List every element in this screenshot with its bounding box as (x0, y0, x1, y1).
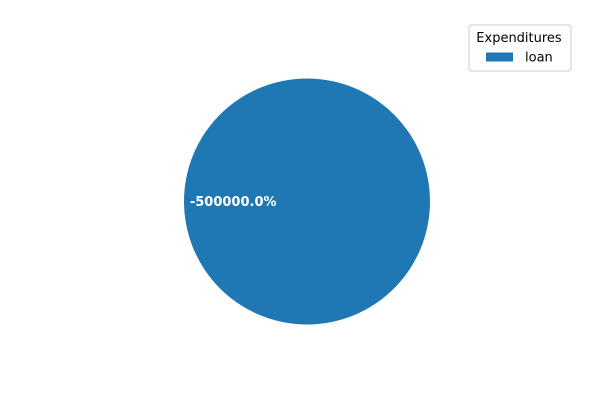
pie-slice-loan (184, 78, 430, 325)
legend-title: Expenditures (476, 31, 562, 46)
legend-label-loan: loan (525, 51, 553, 66)
legend-entries: loan (486, 51, 553, 66)
slices-layer (184, 78, 430, 325)
slice-percent-label: -500000.0% (190, 195, 277, 210)
legend-swatch-loan (486, 52, 513, 62)
labels-layer: -500000.0% (190, 195, 277, 210)
legend: Expenditures loan (468, 24, 572, 72)
